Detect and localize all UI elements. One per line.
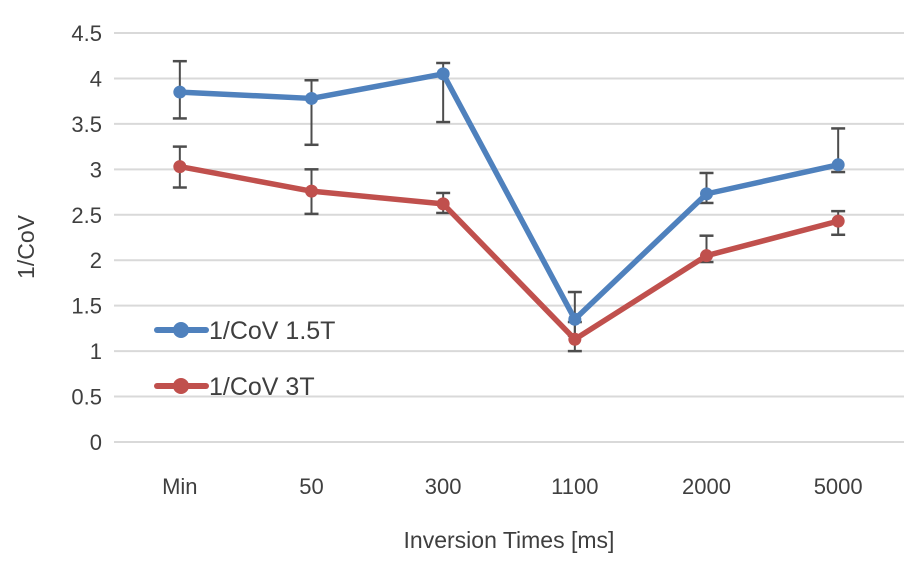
y-tick-label: 2 xyxy=(90,248,102,273)
data-point-marker xyxy=(305,184,318,198)
legend: 1/CoV 1.5T 1/CoV 3T xyxy=(154,317,335,401)
y-tick-label: 0.5 xyxy=(71,385,102,410)
data-point-marker xyxy=(173,85,187,99)
legend-item: 1/CoV 3T xyxy=(154,373,315,401)
x-tick-label: 5000 xyxy=(814,474,863,499)
gridlines xyxy=(114,32,904,443)
legend-label: 1/CoV 1.5T xyxy=(209,317,335,345)
y-axis-tick-labels: 0 0.5 1 1.5 2 2.5 3 3.5 4 4.5 xyxy=(71,21,102,455)
data-point-marker xyxy=(700,249,713,263)
data-point-marker xyxy=(173,160,187,174)
series-line xyxy=(177,71,841,323)
legend-label: 1/CoV 3T xyxy=(209,373,315,401)
x-tick-label: Min xyxy=(162,474,197,499)
x-axis-tick-labels: Min 50 300 1100 2000 5000 xyxy=(162,474,863,499)
legend-marker-swatch xyxy=(173,322,189,338)
x-tick-label: 300 xyxy=(425,474,462,499)
error-bars-layer xyxy=(172,59,846,353)
data-point-marker xyxy=(305,91,318,105)
y-axis-title: 1/CoV xyxy=(13,214,39,279)
y-tick-label: 4.5 xyxy=(71,21,102,46)
y-tick-label: 1.5 xyxy=(71,294,102,319)
legend-marker-swatch xyxy=(173,378,189,394)
data-point-marker xyxy=(568,312,582,326)
data-point-marker xyxy=(700,187,713,201)
y-tick-label: 3 xyxy=(90,157,102,182)
y-tick-label: 1 xyxy=(90,339,102,364)
x-tick-label: 2000 xyxy=(682,474,731,499)
y-tick-label: 2.5 xyxy=(71,203,102,228)
y-tick-label: 0 xyxy=(90,430,102,455)
series-line xyxy=(177,163,841,343)
series-layer xyxy=(173,67,845,346)
x-tick-label: 1100 xyxy=(551,474,598,499)
y-tick-label: 3.5 xyxy=(71,112,102,137)
data-point-marker xyxy=(831,158,845,172)
data-point-marker xyxy=(436,197,450,211)
y-tick-label: 4 xyxy=(90,66,102,91)
data-point-marker xyxy=(831,214,845,228)
legend-item: 1/CoV 1.5T xyxy=(154,317,335,345)
data-point-marker xyxy=(568,332,582,346)
x-tick-label: 50 xyxy=(299,474,323,499)
data-point-marker xyxy=(436,67,450,81)
x-axis-title: Inversion Times [ms] xyxy=(404,527,615,553)
